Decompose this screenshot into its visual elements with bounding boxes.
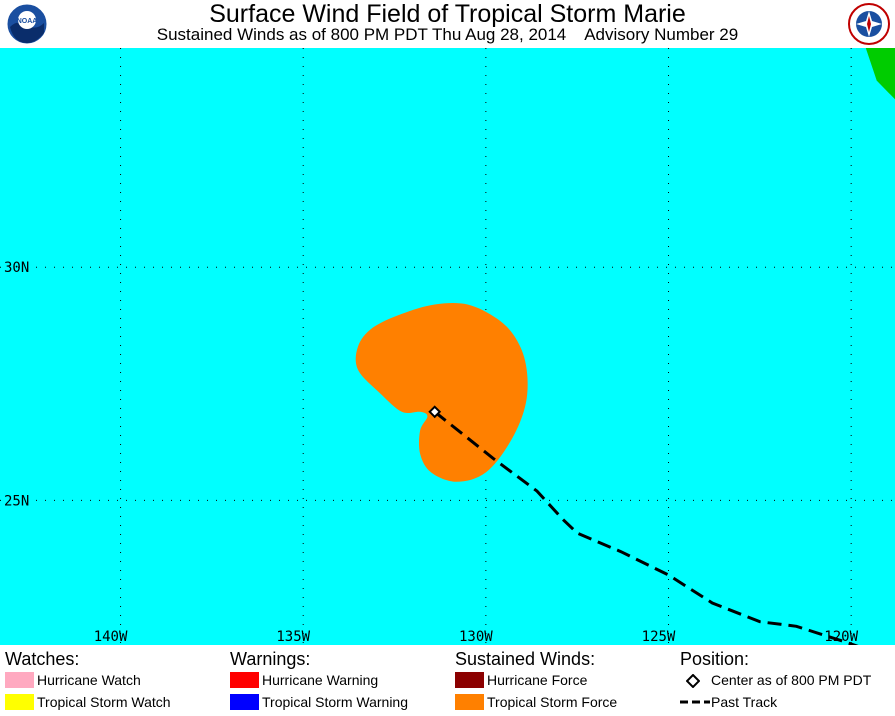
longitude-label: 130W [459, 629, 493, 645]
legend: Watches: Hurricane Watch Tropical Storm … [0, 645, 895, 716]
land-mass [865, 48, 895, 100]
tropical-storm-watch-swatch [5, 694, 34, 710]
tropical-storm-warning-swatch [230, 694, 259, 710]
hurricane-force-label: Hurricane Force [487, 672, 588, 688]
longitude-label: 135W [276, 629, 310, 645]
tropical-storm-watch-label: Tropical Storm Watch [37, 694, 171, 710]
page-title: Surface Wind Field of Tropical Storm Mar… [209, 0, 686, 28]
storm-center-diamond-icon [428, 405, 442, 419]
diamond-icon [686, 674, 700, 688]
past-track-label: Past Track [711, 694, 778, 710]
longitude-label: 140W [94, 629, 128, 645]
legend-position-heading: Position: [680, 649, 750, 669]
gridlines [0, 48, 895, 645]
tropical-storm-warning-label: Tropical Storm Warning [262, 694, 409, 710]
latitude-label: 30N [4, 260, 29, 276]
svg-text:NOAA: NOAA [17, 18, 38, 25]
hurricane-warning-swatch [230, 672, 259, 688]
legend-warnings-heading: Warnings: [230, 649, 311, 669]
hurricane-watch-label: Hurricane Watch [37, 672, 141, 688]
hurricane-watch-swatch [5, 672, 34, 688]
page-subtitle: Sustained Winds as of 800 PM PDT Thu Aug… [156, 25, 739, 44]
tropical-storm-force-label: Tropical Storm Force [487, 694, 618, 710]
hurricane-force-swatch [455, 672, 484, 688]
tropical-storm-force-wind-field [355, 303, 528, 482]
longitude-label: 120W [824, 629, 858, 645]
past-track-line [433, 410, 859, 645]
legend-watches-heading: Watches: [5, 649, 80, 669]
legend-sustained-winds-heading: Sustained Winds: [455, 649, 596, 669]
dashed-line-icon [680, 700, 710, 704]
header: NOAA Surface Wind Field of Tropical Stor… [0, 0, 895, 48]
noaa-logo-icon: NOAA [6, 3, 48, 45]
tropical-storm-force-swatch [455, 694, 484, 710]
hurricane-warning-label: Hurricane Warning [262, 672, 379, 688]
center-position-label: Center as of 800 PM PDT [711, 672, 872, 688]
latitude-label: 25N [4, 493, 29, 509]
longitude-label: 125W [642, 629, 676, 645]
wind-field-map: 30N 25N 140W 135W 130W 125W 120W [0, 48, 895, 645]
nws-logo-icon [848, 3, 890, 45]
